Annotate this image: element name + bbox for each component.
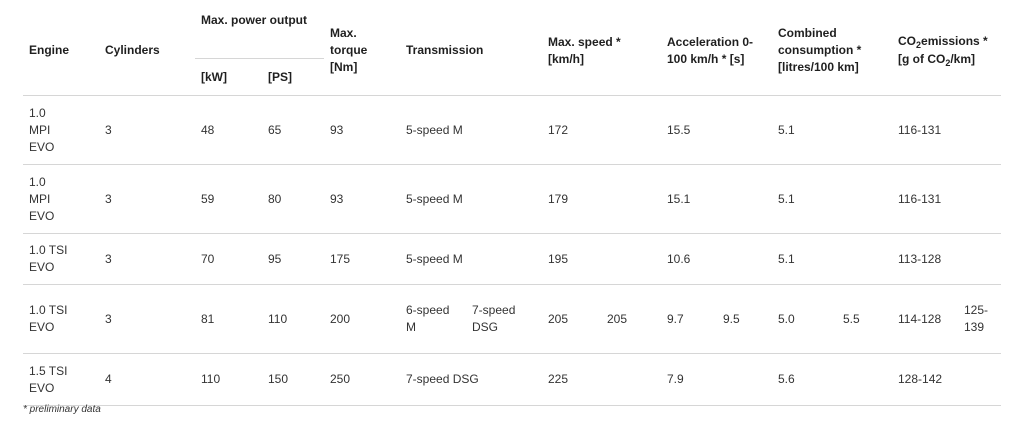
engine-cell: 1.0 TSI EVO bbox=[23, 233, 99, 285]
speed-cell: 179 bbox=[542, 164, 661, 234]
ps-cell: 110 bbox=[262, 284, 324, 354]
accel-option-a: 9.7 bbox=[667, 311, 684, 326]
table-row: 1.0 TSI EVO 3 70 95 175 5-speed M 195 10… bbox=[23, 233, 1001, 285]
transmission-cell: 5-speed M bbox=[400, 164, 542, 234]
engine-cell: 1.5 TSI EVO bbox=[23, 353, 99, 406]
header-kw: [kW] bbox=[201, 69, 227, 84]
header-row: Engine Cylinders Max. power output Max. … bbox=[23, 6, 1001, 74]
kw-cell: 48 bbox=[195, 95, 262, 165]
engine-cell: 1.0 MPI EVO bbox=[23, 164, 99, 234]
cylinders-cell: 3 bbox=[99, 233, 195, 285]
speed-option-b: 205 bbox=[607, 311, 628, 326]
speed-cell: 172 bbox=[542, 95, 661, 165]
co2-cell: 116-131 bbox=[892, 164, 1001, 234]
ps-cell: 150 bbox=[262, 353, 324, 406]
transmission-option-a: 6-speed M bbox=[406, 303, 450, 334]
speed-cell: 195 bbox=[542, 233, 661, 285]
engine-cell: 1.0 MPI EVO bbox=[23, 95, 99, 165]
consumption-cell: 5.0 5.5 bbox=[772, 284, 892, 354]
engine-cell: 1.0 TSI EVO bbox=[23, 284, 99, 354]
header-acceleration: Acceleration 0-100 km/h * [s] bbox=[667, 34, 754, 66]
consumption-option-b: 5.5 bbox=[843, 311, 860, 326]
torque-cell: 175 bbox=[324, 233, 400, 285]
co2-option-a: 114-128 bbox=[898, 311, 942, 326]
speed-cell: 225 bbox=[542, 353, 661, 406]
cylinders-cell: 3 bbox=[99, 284, 195, 354]
ps-cell: 80 bbox=[262, 164, 324, 234]
ps-cell: 65 bbox=[262, 95, 324, 165]
speed-option-a: 205 bbox=[548, 311, 569, 326]
table-row: 1.0 TSI EVO 3 81 110 200 6-speed M 7-spee… bbox=[23, 284, 1001, 354]
header-power-output: Max. power output bbox=[195, 6, 324, 59]
accel-cell: 15.5 bbox=[661, 95, 772, 165]
kw-cell: 81 bbox=[195, 284, 262, 354]
consumption-cell: 5.1 bbox=[772, 95, 892, 165]
table-row: 1.0 MPI EVO 3 48 65 93 5-speed M 172 15.… bbox=[23, 95, 1001, 165]
header-engine: Engine bbox=[29, 43, 70, 57]
accel-cell: 10.6 bbox=[661, 233, 772, 285]
co2-cell: 114-128 125-139 bbox=[892, 284, 1001, 354]
transmission-cell: 5-speed M bbox=[400, 233, 542, 285]
accel-cell: 15.1 bbox=[661, 164, 772, 234]
cylinders-cell: 3 bbox=[99, 95, 195, 165]
ps-cell: 95 bbox=[262, 233, 324, 285]
torque-cell: 93 bbox=[324, 95, 400, 165]
table-row: 1.5 TSI EVO 4 110 150 250 7-speed DSG 22… bbox=[23, 353, 1001, 406]
table-row: 1.0 MPI EVO 3 59 80 93 5-speed M 179 15.… bbox=[23, 164, 1001, 234]
header-co2-emissions: CO2emissions * [g of CO2/km] bbox=[898, 33, 988, 68]
co2-cell: 128-142 bbox=[892, 353, 1001, 406]
header-subrow: [kW] [PS] bbox=[23, 59, 1001, 96]
consumption-cell: 5.6 bbox=[772, 353, 892, 406]
header-transmission: Transmission bbox=[406, 43, 484, 57]
header-ps: [PS] bbox=[268, 69, 292, 84]
transmission-option-b: 7-speed DSG bbox=[472, 303, 516, 334]
accel-cell: 9.7 9.5 bbox=[661, 284, 772, 354]
cylinders-cell: 3 bbox=[99, 164, 195, 234]
header-cylinders: Cylinders bbox=[105, 43, 160, 57]
footnote: * preliminary data bbox=[23, 404, 101, 415]
accel-option-b: 9.5 bbox=[723, 311, 740, 326]
transmission-cell: 7-speed DSG bbox=[400, 353, 542, 406]
consumption-cell: 5.1 bbox=[772, 233, 892, 285]
co2-cell: 116-131 bbox=[892, 95, 1001, 165]
kw-cell: 110 bbox=[195, 353, 262, 406]
kw-cell: 70 bbox=[195, 233, 262, 285]
header-consumption: Combined consumption * [litres/100 km] bbox=[778, 26, 862, 74]
co2-option-b: 125-139 bbox=[964, 303, 989, 334]
transmission-cell: 5-speed M bbox=[400, 95, 542, 165]
torque-cell: 200 bbox=[324, 284, 400, 354]
header-torque: Max. torque [Nm] bbox=[330, 26, 368, 74]
consumption-cell: 5.1 bbox=[772, 164, 892, 234]
header-max-speed: Max. speed * [km/h] bbox=[548, 34, 621, 66]
torque-cell: 250 bbox=[324, 353, 400, 406]
kw-cell: 59 bbox=[195, 164, 262, 234]
transmission-cell: 6-speed M 7-speed DSG bbox=[400, 284, 542, 354]
torque-cell: 93 bbox=[324, 164, 400, 234]
consumption-option-a: 5.0 bbox=[778, 311, 795, 326]
accel-cell: 7.9 bbox=[661, 353, 772, 406]
engine-spec-table: Engine Cylinders Max. power output Max. … bbox=[23, 6, 1001, 406]
cylinders-cell: 4 bbox=[99, 353, 195, 406]
speed-cell: 205 205 bbox=[542, 284, 661, 354]
co2-cell: 113-128 bbox=[892, 233, 1001, 285]
